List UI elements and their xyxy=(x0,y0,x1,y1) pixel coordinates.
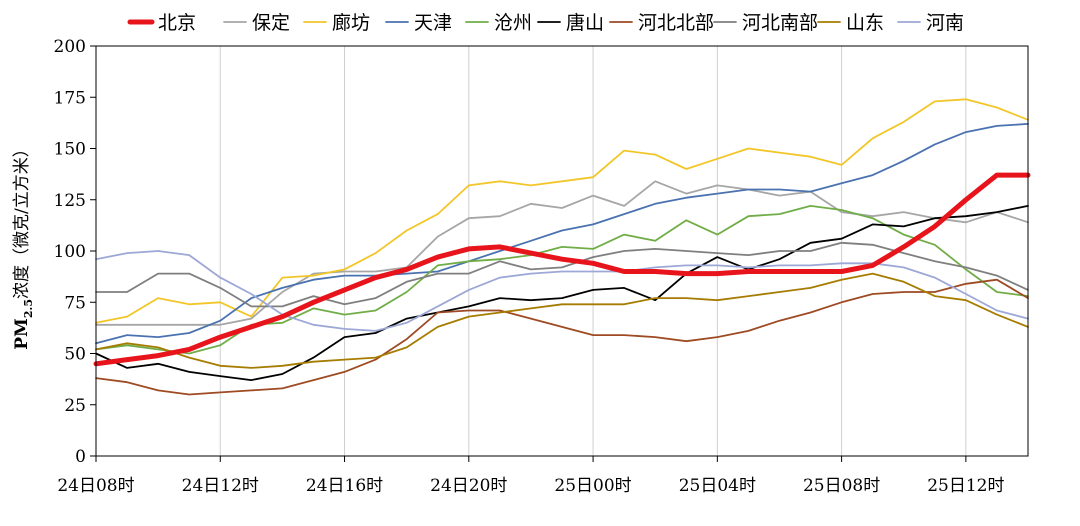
x-tick-label: 25日04时 xyxy=(679,476,756,496)
y-tick-label: 100 xyxy=(54,242,86,262)
series-lines xyxy=(93,98,1031,396)
series-line-8 xyxy=(95,272,1029,369)
series-line-9 xyxy=(95,250,1029,332)
legend-label-9: 河南 xyxy=(926,12,964,34)
x-tick-label: 24日16时 xyxy=(306,476,383,496)
y-tick-label: 125 xyxy=(54,191,86,211)
legend-label-4: 沧州 xyxy=(494,12,532,34)
x-tick-label: 24日08时 xyxy=(57,476,134,496)
y-tick-label: 25 xyxy=(64,396,86,416)
legend-label-2: 廊坊 xyxy=(332,12,370,34)
series-line-1 xyxy=(95,180,1029,326)
y-tick-label: 0 xyxy=(75,447,86,467)
series-line-7 xyxy=(95,241,1029,308)
legend-label-6: 河北北部 xyxy=(638,12,714,34)
y-tick-label: 50 xyxy=(64,345,86,365)
series-line-3 xyxy=(95,123,1029,345)
series-line-2 xyxy=(95,98,1029,324)
y-axis-label: PM2.5浓度（微克/立方米） xyxy=(12,140,35,349)
series-line-6 xyxy=(95,278,1029,396)
series-line-5 xyxy=(95,204,1029,382)
x-tick-label: 25日12时 xyxy=(927,476,1004,496)
y-axis-label-rest: 浓度（微克/立方米） xyxy=(12,140,32,299)
series-line-0 xyxy=(93,172,1031,367)
x-tick-label: 24日12时 xyxy=(182,476,259,496)
y-axis-label-subscript: 2.5 xyxy=(22,299,35,318)
y-axis-label-base: PM xyxy=(12,318,32,350)
x-tick-label: 24日20时 xyxy=(430,476,507,496)
legend-label-5: 唐山 xyxy=(566,12,604,34)
legend-label-8: 山东 xyxy=(846,12,884,34)
legend-label-7: 河北南部 xyxy=(742,12,818,34)
y-tick-label: 175 xyxy=(54,88,86,108)
axes: 0 25 50 75 100 125 150 175 200 24日08时 24日12时 24日16时… xyxy=(54,37,1005,496)
legend: 北京 保定 廊坊 天津 沧州 唐山 河北北部 河北南部 山东 河南 xyxy=(127,12,964,34)
plot-frame xyxy=(95,45,1029,457)
x-tick-label: 25日08时 xyxy=(803,476,880,496)
legend-label-0: 北京 xyxy=(158,12,196,34)
y-tick-label: 150 xyxy=(54,140,86,160)
y-tick-label: 75 xyxy=(64,293,86,313)
grid-lines xyxy=(219,46,967,456)
y-tick-label: 200 xyxy=(54,37,86,57)
legend-label-1: 保定 xyxy=(252,12,290,34)
x-tick-label: 25日00时 xyxy=(554,476,631,496)
legend-label-3: 天津 xyxy=(414,12,452,34)
